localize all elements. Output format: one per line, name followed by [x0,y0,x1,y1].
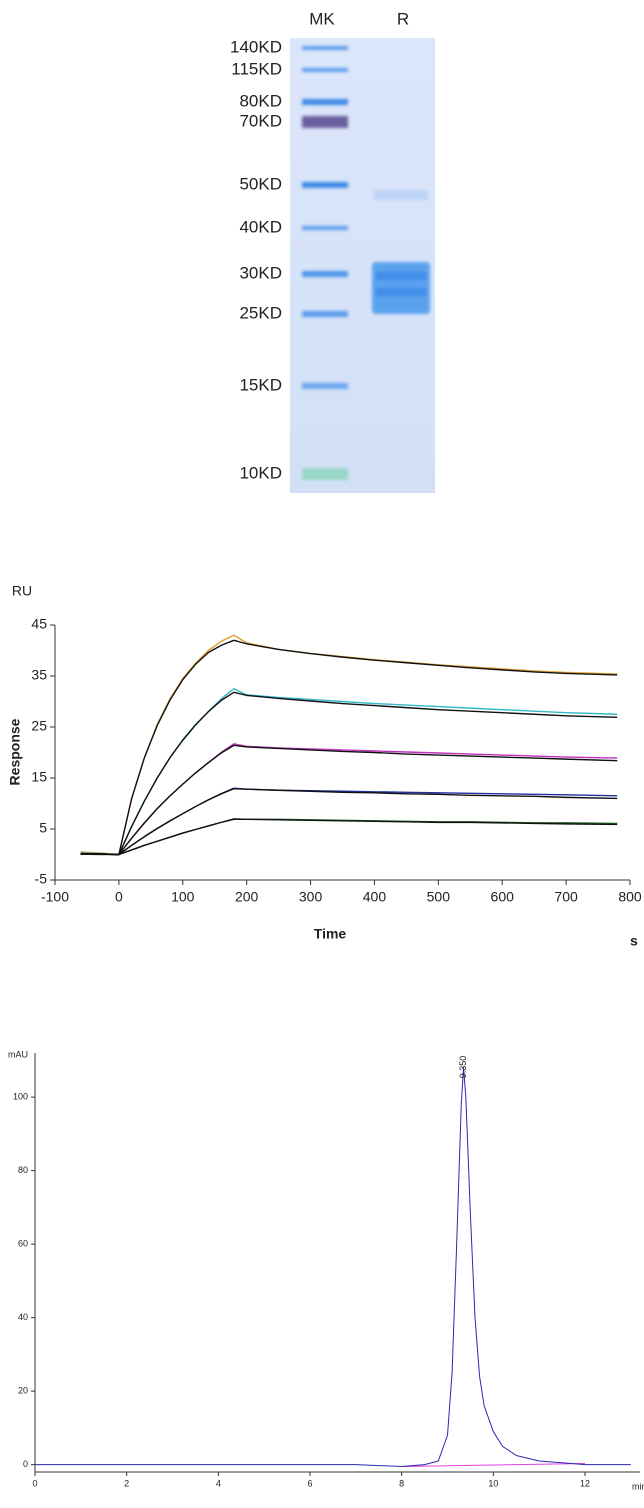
marker-band [302,226,348,230]
peak-label: 9.350 [458,1056,468,1079]
y-tick-label: 0 [23,1459,28,1469]
x-tick-label: 0 [115,888,123,904]
y-tick-label: 45 [31,616,47,632]
series-line [80,639,618,856]
x-tick-label: 6 [307,1478,312,1488]
y-unit: mAU [8,1049,28,1059]
x-tick-label: 100 [171,888,195,904]
x-tick-label: 2 [124,1478,129,1488]
x-axis-label: Time [314,926,347,942]
marker-label: 140KD [230,37,282,56]
y-tick-label: 35 [31,667,47,683]
y-unit: RU [12,583,32,599]
marker-label: 15KD [239,375,282,394]
marker-band [302,116,348,128]
x-tick-label: 700 [554,888,578,904]
marker-band [302,383,348,389]
marker-label: 70KD [239,111,282,130]
gel-panel [290,38,435,493]
y-tick-label: 5 [39,820,47,836]
band [376,272,426,280]
marker-band [302,46,348,50]
x-tick-label: 8 [399,1478,404,1488]
chart-1: 0 20 40 60 80 100 0 2 4 6 8 10 12 mAU min 9.350 [8,1049,644,1491]
marker-band [302,271,348,277]
band [376,288,426,296]
marker-label: 25KD [239,303,282,322]
marker-band [302,182,348,188]
marker-label: 50KD [239,174,282,193]
x-tick-label: 12 [580,1478,590,1488]
marker-label: 10KD [239,463,282,482]
marker-label: 30KD [239,263,282,282]
y-tick-label: 20 [18,1386,28,1396]
x-tick-label: 4 [216,1478,221,1488]
series-line [80,818,618,856]
marker-band [302,68,348,72]
marker-band [302,311,348,317]
series-line [80,818,618,856]
series-line [35,1067,631,1467]
y-axis-label: Response [7,718,23,785]
series-line [80,691,618,856]
series-line [80,744,618,856]
x-tick-label: 0 [32,1478,37,1488]
y-tick-label: 60 [18,1238,28,1248]
x-tick-label: 600 [491,888,515,904]
y-tick-label: 15 [31,769,47,785]
lane-label: MK [309,9,335,28]
x-tick-label: 800 [618,888,642,904]
marker-band [302,468,348,480]
y-tick-label: -5 [35,871,48,887]
x-tick-label: 500 [427,888,451,904]
gel-bands [302,46,430,480]
y-tick-label: 40 [18,1312,28,1322]
chart-0: -5 5 15 25 35 45 -100 0 100 200 300 400 500 600 700 800… [7,583,642,949]
x-unit: s [630,933,638,949]
x-tick-label: -100 [41,888,69,904]
marker-label: 80KD [239,91,282,110]
x-tick-label: 200 [235,888,259,904]
series-line [80,743,618,856]
x-tick-label: 400 [363,888,387,904]
y-tick-label: 80 [18,1165,28,1175]
lane-label: R [397,9,409,28]
band [374,190,428,200]
series-line [401,1463,586,1467]
marker-band [302,99,348,105]
series-line [80,788,618,856]
marker-label: 115KD [231,59,282,78]
x-tick-label: 300 [299,888,323,904]
marker-label: 40KD [239,217,282,236]
x-tick-label: 10 [488,1478,498,1488]
x-unit: min [632,1481,644,1491]
y-tick-label: 25 [31,718,47,734]
y-tick-label: 100 [13,1091,28,1101]
